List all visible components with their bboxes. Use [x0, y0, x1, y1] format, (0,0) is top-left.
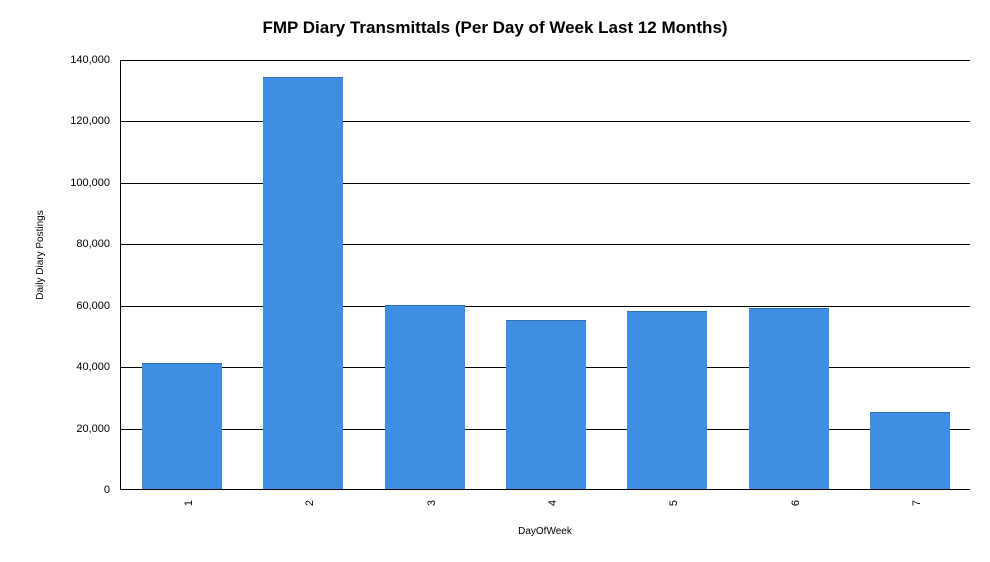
y-tick-label: 120,000 [0, 115, 110, 127]
bar-cap [627, 311, 707, 312]
x-axis-title: DayOfWeek [120, 526, 970, 537]
y-tick-label: 100,000 [0, 177, 110, 189]
bar [142, 363, 222, 489]
bar-cap [749, 308, 829, 309]
x-tick-label: 4 [547, 500, 559, 506]
x-tick-label: 6 [790, 500, 802, 506]
bar [506, 320, 586, 489]
gridline [121, 306, 970, 307]
bar-cap [506, 320, 586, 321]
x-tick-label: 1 [183, 500, 195, 506]
bar [870, 412, 950, 489]
bar [749, 308, 829, 489]
gridline [121, 183, 970, 184]
bar-cap [870, 412, 950, 413]
y-tick-label: 60,000 [0, 300, 110, 312]
bar [627, 311, 707, 489]
chart-title: FMP Diary Transmittals (Per Day of Week … [0, 18, 990, 38]
y-tick-label: 80,000 [0, 238, 110, 250]
bar-cap [385, 305, 465, 306]
bar [385, 305, 465, 489]
x-tick-label: 5 [669, 500, 681, 506]
bar [263, 77, 343, 489]
y-tick-label: 20,000 [0, 423, 110, 435]
x-tick-label: 3 [426, 500, 438, 506]
bar-cap [263, 77, 343, 78]
x-tick-label: 7 [911, 500, 923, 506]
bar-cap [142, 363, 222, 364]
y-tick-label: 0 [0, 484, 110, 496]
y-tick-label: 40,000 [0, 361, 110, 373]
gridline [121, 121, 970, 122]
y-tick-label: 140,000 [0, 54, 110, 66]
plot-area [120, 60, 970, 490]
gridline [121, 244, 970, 245]
x-tick-label: 2 [304, 500, 316, 506]
gridline [121, 60, 970, 61]
